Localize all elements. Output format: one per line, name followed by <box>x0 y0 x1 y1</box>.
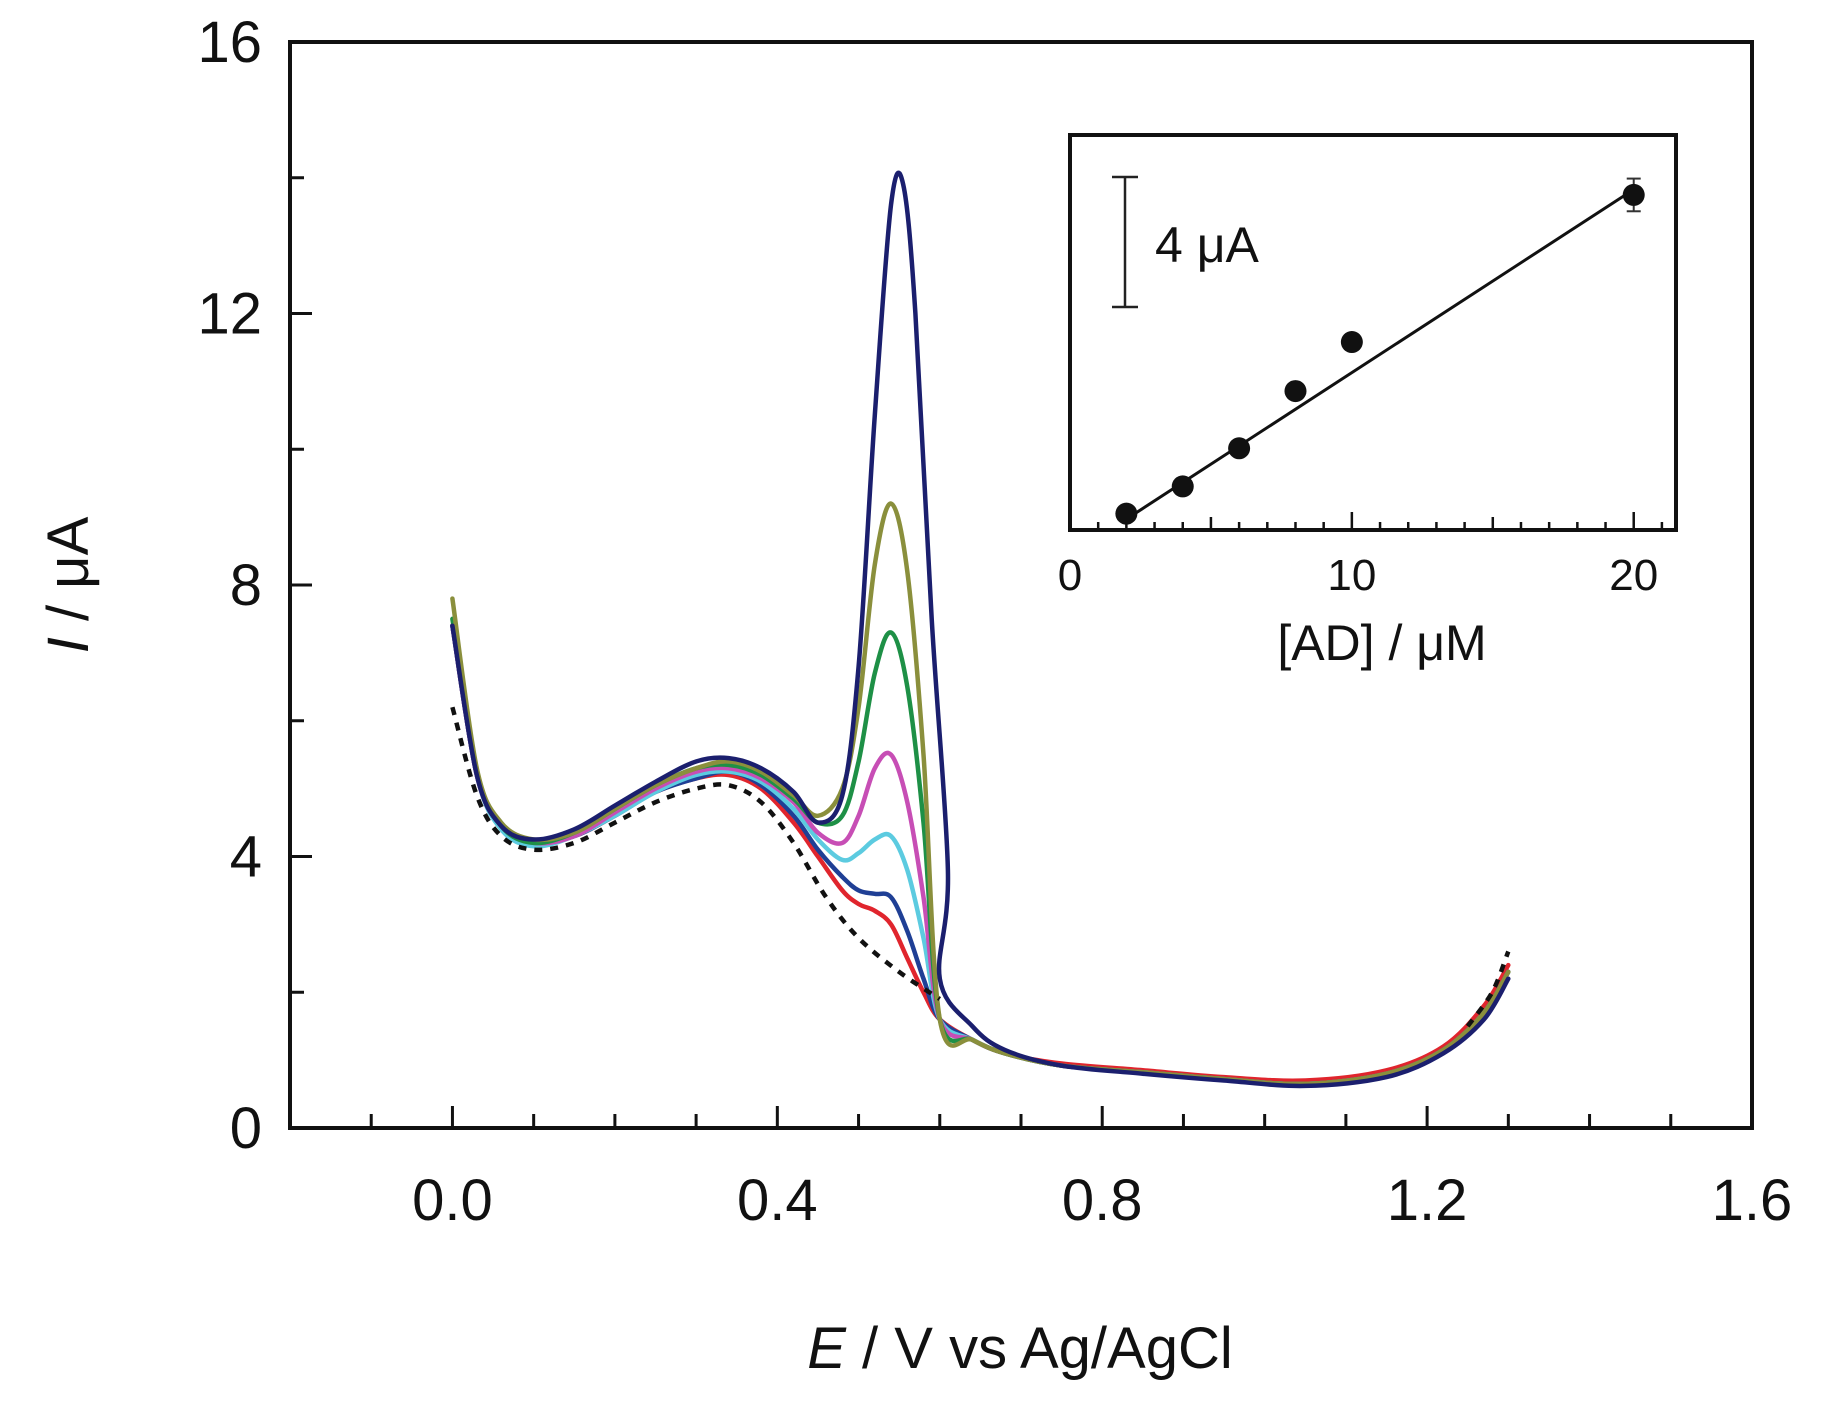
main-y-tick-label: 12 <box>197 282 262 347</box>
inset-x-tick-label: 20 <box>1609 551 1658 600</box>
series-line-2 <box>450 623 1511 1087</box>
inset-plot-frame <box>1068 133 1678 532</box>
x-axis-title-symbol: E <box>807 1316 847 1381</box>
main-y-tick-label: 8 <box>230 553 262 618</box>
main-x-tick-label: 0.0 <box>412 1168 493 1233</box>
x-axis-title-unit: / V vs Ag/AgCl <box>846 1316 1233 1381</box>
inset-x-axis-title: [AD] / μM <box>1277 615 1486 671</box>
scale-bar-label: 4 μA <box>1155 217 1260 273</box>
inset-x-tick-label: 0 <box>1058 551 1082 600</box>
series-line-6 <box>450 170 1511 1089</box>
inset-data-point <box>1228 437 1251 460</box>
main-chart: 0.0 0.4 0.8 1.2 1.6 0 4 8 12 16 E / V vs Ag/AgCl… <box>36 10 1792 1381</box>
series-line-3 <box>450 623 1511 1087</box>
main-series-group <box>450 170 1511 1089</box>
inset-data-point <box>1171 475 1194 498</box>
series-line-4 <box>450 616 1511 1087</box>
main-y-tick-label: 4 <box>230 825 262 890</box>
inset-points-group <box>1115 177 1645 525</box>
main-y-axis-title: I / μA <box>36 516 101 653</box>
inset-fit-line <box>1125 188 1635 521</box>
inset-x-tick-label: 10 <box>1327 551 1376 600</box>
main-x-tick-label: 0.4 <box>737 1168 818 1233</box>
y-axis-title-unit: / μA <box>36 516 101 637</box>
main-y-tick-labels: 0 4 8 12 16 <box>197 10 262 1161</box>
inset-data-point <box>1115 502 1138 525</box>
inset-data-point <box>1284 380 1307 403</box>
inset-scale-bar: 4 μA <box>1112 175 1260 309</box>
main-x-tick-label: 0.8 <box>1062 1168 1143 1233</box>
inset-data-point <box>1340 331 1363 354</box>
main-x-tick-labels: 0.0 0.4 0.8 1.2 1.6 <box>412 1168 1792 1233</box>
inset-chart: 0 10 20 4 μA [AD] / μM <box>1058 133 1678 671</box>
series-line-1 <box>450 623 1511 1087</box>
main-y-tick-label: 0 <box>230 1096 262 1161</box>
y-axis-title-symbol: I <box>36 637 101 653</box>
inset-fit-group <box>1125 188 1635 521</box>
main-x-axis-title: E / V vs Ag/AgCl <box>807 1316 1233 1381</box>
inset-ticks <box>1068 512 1664 530</box>
main-x-tick-label: 1.6 <box>1712 1168 1793 1233</box>
inset-x-tick-labels: 0 10 20 <box>1058 551 1658 600</box>
main-y-tick-label: 16 <box>197 10 262 75</box>
main-x-tick-label: 1.2 <box>1387 1168 1468 1233</box>
series-line-0 <box>450 623 1511 1083</box>
blank-dashed-line <box>450 706 942 1001</box>
inset-data-point <box>1622 183 1645 206</box>
main-ticks <box>288 40 1754 1130</box>
